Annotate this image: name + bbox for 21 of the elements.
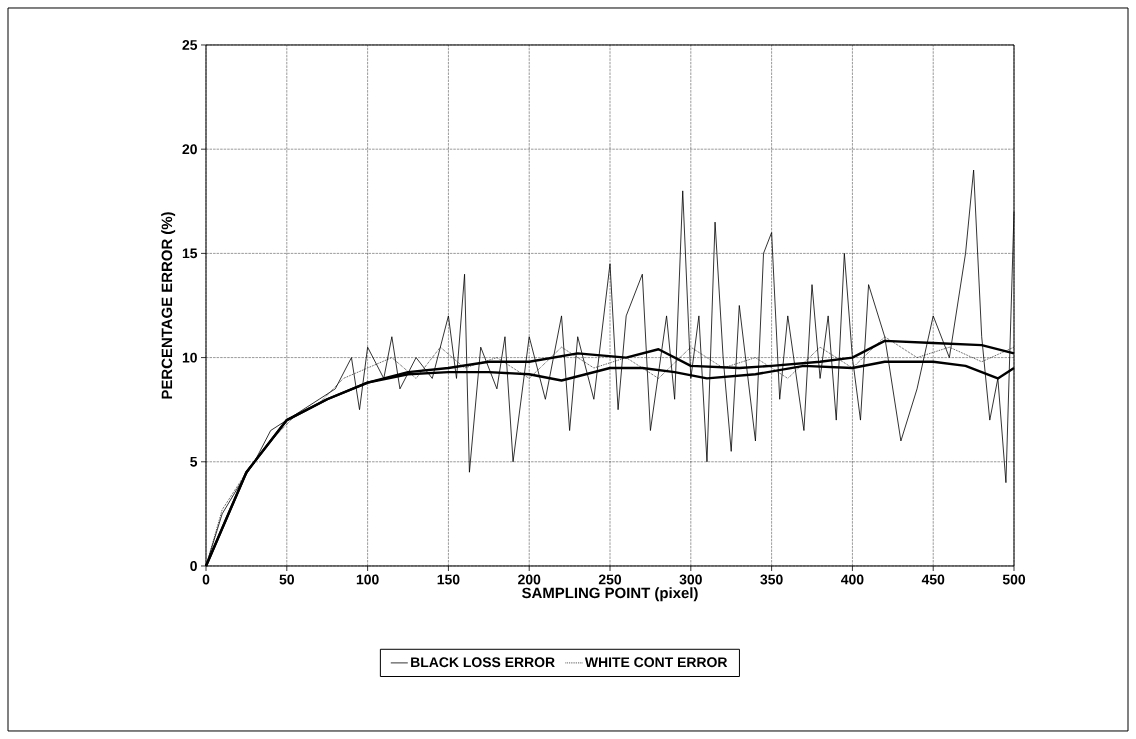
x-tick-label: 200 (518, 574, 541, 585)
x-tick-label: 50 (279, 574, 294, 585)
y-tick-label: 15 (182, 248, 198, 259)
y-tick-label: 10 (182, 352, 197, 363)
x-tick-label: 450 (921, 574, 945, 585)
x-tick-label: 500 (1002, 574, 1026, 585)
x-tick-label: 400 (840, 574, 864, 585)
x-tick-label: 250 (598, 574, 622, 585)
x-tick-label: 150 (437, 574, 460, 585)
x-axis-title: SAMPLING POINT (pixel) (522, 587, 698, 602)
y-tick-label: 20 (182, 144, 197, 155)
y-tick-label: 5 (190, 456, 198, 467)
x-tick-label: 0 (202, 574, 210, 585)
x-tick-label: 100 (356, 574, 379, 585)
y-axis-title: PERCENTAGE ERROR (%) (161, 212, 176, 399)
legend-label: WHITE CONT ERROR (584, 657, 728, 668)
y-tick-label: 25 (182, 40, 198, 50)
x-tick-label: 350 (760, 574, 783, 585)
y-tick-label: 0 (190, 561, 197, 571)
x-tick-label: 300 (679, 574, 702, 585)
legend-label: BLACK LOSS ERROR (411, 657, 555, 668)
